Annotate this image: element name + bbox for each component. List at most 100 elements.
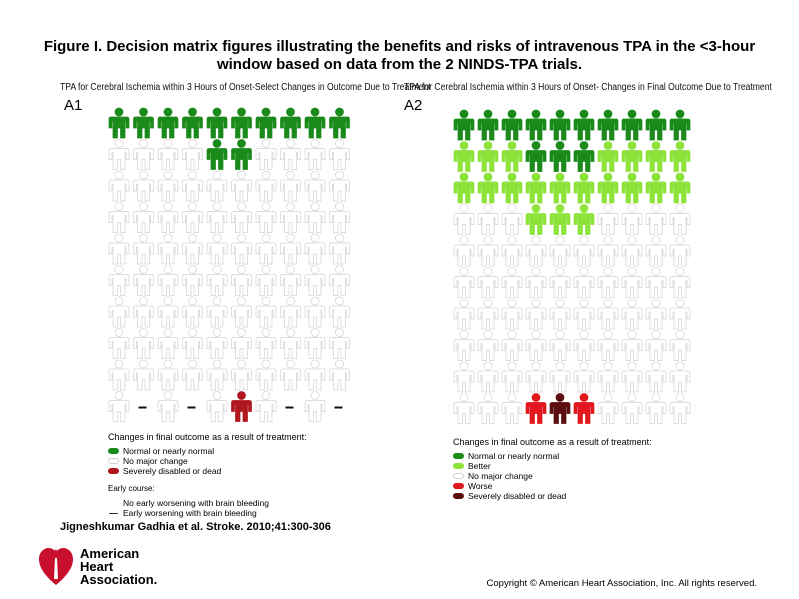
person-icon-none bbox=[133, 359, 154, 391]
person-icon-none bbox=[304, 391, 326, 422]
legend-a1-heading: Changes in final outcome as a result of … bbox=[108, 432, 307, 442]
person-icon-none bbox=[108, 265, 130, 296]
person-icon-none bbox=[549, 330, 571, 361]
person-icon-none bbox=[573, 330, 595, 361]
person-icon-none bbox=[231, 170, 252, 202]
person-icon-none bbox=[597, 393, 619, 424]
person-icon-none bbox=[255, 170, 277, 202]
person-icon-better bbox=[573, 172, 595, 204]
person-icon-none bbox=[525, 235, 547, 267]
person-icon-normal bbox=[597, 109, 619, 141]
person-icon-severe bbox=[549, 393, 571, 424]
person-icon-none bbox=[206, 202, 228, 233]
person-icon-none bbox=[280, 328, 301, 359]
legend-a1-early-heading: Early course: bbox=[108, 484, 155, 493]
person-icon-none bbox=[501, 361, 523, 393]
panel-a1-title: TPA for Cerebral Ischemia within 3 Hours… bbox=[60, 82, 431, 93]
person-icon-none bbox=[182, 296, 203, 328]
person-icon-none bbox=[329, 202, 350, 233]
legend-a1-item-nochange: No major change bbox=[108, 456, 307, 466]
person-icon-better bbox=[477, 172, 499, 204]
legend-swatch-better bbox=[453, 463, 464, 469]
person-icon-none bbox=[157, 202, 179, 233]
bleeding-dash-marker bbox=[187, 406, 196, 409]
person-icon-none bbox=[597, 298, 619, 330]
legend-a1-item-normal: Normal or nearly normal bbox=[108, 446, 307, 456]
legend-a2-label-worse: Worse bbox=[468, 481, 493, 491]
person-icon-none bbox=[549, 235, 571, 267]
person-icon-none bbox=[669, 298, 691, 330]
legend-a1-label-nochange: No major change bbox=[123, 456, 188, 466]
person-icon-better bbox=[501, 141, 523, 172]
figure-title-line1: Figure I. Decision matrix figures illust… bbox=[43, 38, 756, 55]
person-icon-none bbox=[255, 391, 277, 422]
person-icon-none bbox=[669, 204, 691, 235]
person-icon-none bbox=[669, 330, 691, 361]
person-icon-none bbox=[157, 296, 179, 328]
person-icon-none bbox=[645, 204, 667, 235]
aha-wordmark: American Heart Association. bbox=[80, 547, 157, 586]
person-icon-none bbox=[501, 235, 523, 267]
aha-line3: Association. bbox=[80, 571, 158, 587]
person-icon-none bbox=[280, 296, 301, 328]
person-icon-none bbox=[280, 233, 301, 265]
person-icon-none bbox=[108, 233, 130, 265]
person-icon-none bbox=[597, 235, 619, 267]
person-icon-none bbox=[157, 328, 179, 359]
legend-a2-item-normal: Normal or nearly normal bbox=[453, 451, 652, 461]
person-icon-none bbox=[525, 330, 547, 361]
person-icon-none bbox=[280, 359, 301, 391]
legend-a2-item-worse: Worse bbox=[453, 481, 652, 491]
person-icon-better bbox=[477, 141, 499, 172]
person-icon-none bbox=[231, 296, 252, 328]
person-icon-none bbox=[108, 170, 130, 202]
person-icon-none bbox=[645, 267, 667, 298]
person-icon-none bbox=[573, 267, 595, 298]
person-icon-none bbox=[329, 328, 350, 359]
legend-a1-label-normal: Normal or nearly normal bbox=[123, 446, 215, 456]
person-icon-normal bbox=[477, 109, 499, 141]
person-icon-none bbox=[182, 265, 203, 296]
person-icon-none bbox=[206, 328, 228, 359]
person-icon-better bbox=[453, 141, 475, 172]
person-icon-normal bbox=[108, 107, 130, 139]
aha-logo: American Heart Association. bbox=[38, 545, 157, 587]
legend-swatch-nochange bbox=[108, 458, 119, 464]
person-icon-none bbox=[304, 265, 326, 296]
person-icon-none bbox=[133, 170, 154, 202]
person-icon-normal bbox=[157, 107, 179, 139]
person-icon-none bbox=[329, 265, 350, 296]
person-icon-none bbox=[329, 359, 350, 391]
person-icon-none bbox=[182, 328, 203, 359]
person-icon-none bbox=[501, 393, 523, 424]
person-icon-none bbox=[525, 298, 547, 330]
person-icon-none bbox=[182, 170, 203, 202]
person-icon-none bbox=[501, 298, 523, 330]
legend-a2-heading: Changes in final outcome as a result of … bbox=[453, 437, 652, 447]
person-icon-none bbox=[669, 235, 691, 267]
person-icon-none bbox=[182, 202, 203, 233]
person-icon-none bbox=[280, 139, 301, 170]
legend-a1-label-severe: Severely disabled or dead bbox=[123, 466, 222, 476]
person-icon-none bbox=[133, 202, 154, 233]
person-icon-none bbox=[206, 391, 228, 422]
person-icon-none bbox=[597, 330, 619, 361]
person-icon-none bbox=[477, 204, 499, 235]
person-icon-none bbox=[255, 359, 277, 391]
person-icon-none bbox=[255, 265, 277, 296]
person-icon-none bbox=[525, 267, 547, 298]
person-icon-none bbox=[108, 391, 130, 422]
legend-swatch-normal bbox=[453, 453, 464, 459]
person-icon-none bbox=[621, 361, 643, 393]
person-icon-none bbox=[573, 361, 595, 393]
citation: Jigneshkumar Gadhia et al. Stroke. 2010;… bbox=[60, 521, 331, 533]
person-icon-none bbox=[501, 267, 523, 298]
person-icon-none bbox=[280, 265, 301, 296]
person-icon-better bbox=[549, 172, 571, 204]
person-icon-none bbox=[645, 330, 667, 361]
person-icon-none bbox=[453, 204, 475, 235]
person-icon-better bbox=[597, 141, 619, 172]
aha-line1: American bbox=[80, 545, 140, 561]
legend-swatch-severe bbox=[453, 493, 464, 499]
person-icon-none bbox=[133, 139, 154, 170]
